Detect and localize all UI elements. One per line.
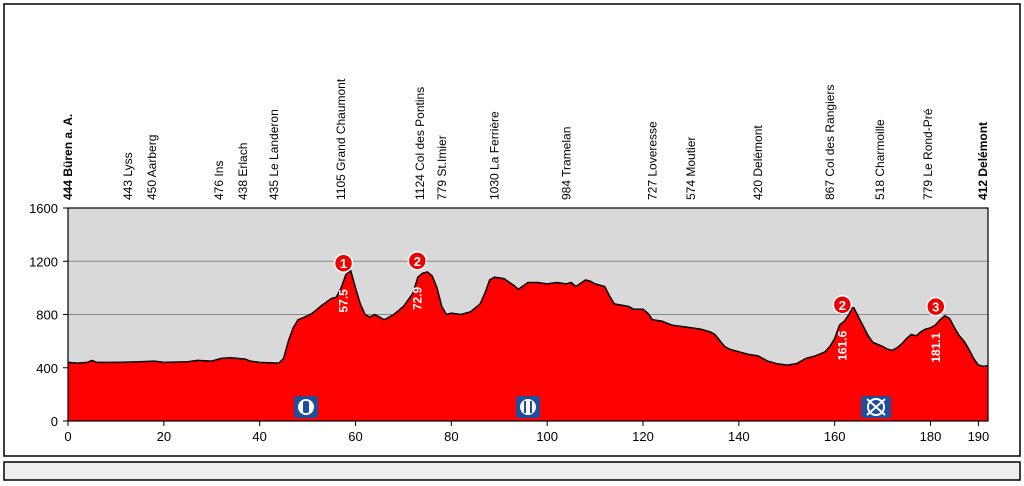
climb-category: 2 <box>414 254 421 269</box>
x-tick-label: 190 <box>968 429 990 444</box>
plot-border <box>67 207 989 422</box>
place-label: 984 Tramelan <box>559 127 573 200</box>
y-tick-label: 400 <box>36 361 58 376</box>
place-label: 438 Erlach <box>236 143 250 200</box>
place-label: 1030 La Ferrière <box>487 111 501 200</box>
frame <box>3 3 1021 457</box>
place-label: 412 Delémont <box>976 122 990 200</box>
x-tick-label: 100 <box>536 429 558 444</box>
footer-bar <box>3 461 1021 481</box>
climb-km-label: 181.1 <box>929 332 943 362</box>
x-tick-label: 120 <box>632 429 654 444</box>
climb-km-label: 57.5 <box>337 289 351 313</box>
plot: 0 400 800 1200 1600 0 20 40 60 80 100 120 140 160 180 1… <box>29 78 990 444</box>
climb-category: 3 <box>932 300 939 315</box>
x-tick-label: 140 <box>728 429 750 444</box>
place-label: 450 Aarberg <box>145 135 159 200</box>
x-tick-label: 80 <box>444 429 458 444</box>
icons <box>294 396 891 418</box>
feed-zone-icon <box>516 396 540 418</box>
climb-category: 1 <box>340 256 347 271</box>
place-label: 1105 Grand Chaumont <box>334 78 348 200</box>
place-label: 420 Delémont <box>751 125 765 200</box>
x-tick-label: 160 <box>824 429 846 444</box>
x-tick-label: 40 <box>252 429 266 444</box>
place-label: 476 Ins <box>212 161 226 200</box>
y-tick-label: 800 <box>36 308 58 323</box>
y-tick-label: 0 <box>51 414 58 429</box>
place-label: 435 Le Landeron <box>267 109 281 200</box>
climb-km-label: 72.9 <box>410 287 424 311</box>
x-tick-label: 0 <box>64 429 71 444</box>
climb-category: 2 <box>839 298 846 313</box>
place-label: 574 Moutier <box>684 137 698 200</box>
border-icon <box>861 396 891 418</box>
place-label: 443 Lyss <box>121 152 135 200</box>
y-tick-label: 1200 <box>29 254 58 269</box>
elevation-line <box>67 269 989 368</box>
climb-km-label: 161.6 <box>835 330 849 360</box>
elevation-area <box>68 270 988 421</box>
x-tick-label: 20 <box>157 429 171 444</box>
climb-marker <box>333 253 354 273</box>
climb-marker <box>926 296 946 317</box>
climb-marker <box>407 251 428 271</box>
y-tick-label: 1600 <box>29 201 58 216</box>
place-label: 867 Col des Rangiers <box>823 85 837 200</box>
drink-icon <box>294 396 318 418</box>
place-label: 727 Loveresse <box>646 121 660 200</box>
place-label: 518 Charmoille <box>873 119 887 200</box>
place-label: 779 St.Imier <box>435 135 449 200</box>
x-tick-label: 180 <box>920 429 942 444</box>
x-tick-label: 60 <box>348 429 362 444</box>
place-label: 444 Büren a. A. <box>61 114 75 200</box>
place-label: 1124 Col des Pontins <box>413 87 427 200</box>
climb-marker <box>832 295 853 315</box>
place-label: 779 Le Rond-Pré <box>921 108 935 200</box>
